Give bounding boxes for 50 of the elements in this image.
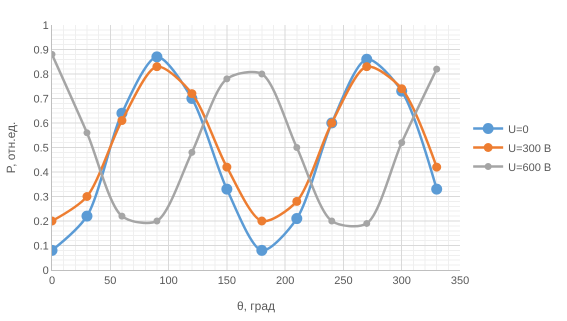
point bbox=[433, 66, 440, 73]
legend-label: U=300 В bbox=[508, 142, 552, 155]
y-tick-label: 0.8 bbox=[34, 68, 49, 81]
y-tick-label: 0.1 bbox=[34, 240, 49, 252]
y-tick-label: 0 bbox=[42, 264, 49, 277]
x-tick-label: 200 bbox=[276, 275, 294, 288]
point bbox=[153, 218, 160, 224]
point bbox=[292, 196, 302, 206]
point bbox=[258, 70, 266, 78]
point bbox=[221, 184, 232, 195]
x-tick-label: 50 bbox=[104, 275, 116, 288]
x-tick-label: 250 bbox=[334, 275, 353, 288]
x-tick-label: 150 bbox=[218, 275, 236, 288]
point bbox=[222, 162, 232, 172]
point bbox=[257, 216, 266, 226]
y-axis-title: P, отн.ед. bbox=[4, 122, 18, 174]
point bbox=[82, 192, 92, 201]
point bbox=[81, 210, 92, 222]
y-tick-label: 0.2 bbox=[34, 216, 49, 228]
legend-label: U=0 bbox=[508, 124, 529, 136]
point bbox=[398, 139, 406, 146]
y-tick-label: 0.4 bbox=[34, 166, 49, 179]
x-tick-label: 350 bbox=[450, 275, 470, 288]
x-tick-label: 300 bbox=[392, 275, 411, 288]
x-axis-title: θ, град bbox=[236, 299, 276, 314]
point bbox=[397, 84, 406, 94]
point bbox=[117, 116, 126, 126]
point bbox=[118, 212, 126, 220]
point bbox=[431, 184, 442, 195]
y-tick-label: 0.7 bbox=[34, 93, 49, 106]
point bbox=[151, 51, 162, 62]
y-tick-label: 0.5 bbox=[34, 142, 49, 154]
point bbox=[188, 148, 196, 156]
point bbox=[293, 144, 300, 151]
point bbox=[363, 220, 370, 227]
x-tick-label: 100 bbox=[159, 275, 178, 288]
y-tick-label: 1 bbox=[42, 20, 49, 32]
point bbox=[187, 89, 196, 98]
point bbox=[432, 162, 442, 172]
point bbox=[291, 213, 302, 224]
point bbox=[362, 62, 372, 72]
y-tick-label: 0.3 bbox=[34, 191, 49, 204]
point bbox=[328, 218, 336, 224]
point bbox=[83, 129, 90, 136]
point bbox=[223, 75, 230, 82]
y-tick-label: 0.9 bbox=[34, 44, 49, 56]
legend-label: U=600 В bbox=[508, 162, 552, 174]
point bbox=[152, 62, 162, 72]
y-tick-label: 0.6 bbox=[34, 118, 49, 130]
point bbox=[256, 244, 268, 256]
